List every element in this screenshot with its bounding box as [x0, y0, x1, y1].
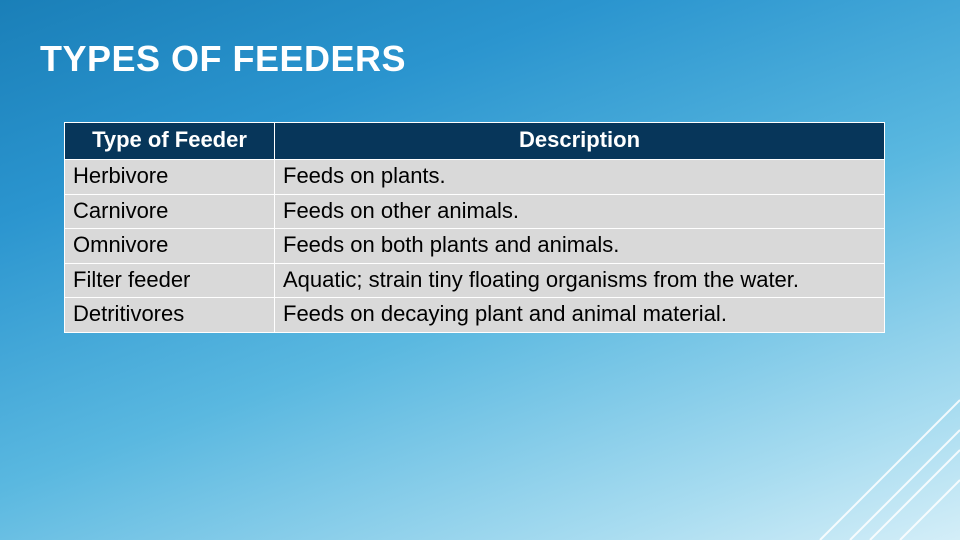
cell-type: Filter feeder — [65, 263, 275, 298]
cell-description: Feeds on both plants and animals. — [275, 229, 885, 264]
cell-type: Omnivore — [65, 229, 275, 264]
cell-type: Herbivore — [65, 160, 275, 195]
table-container: Type of Feeder Description Herbivore Fee… — [64, 122, 890, 333]
feeders-table: Type of Feeder Description Herbivore Fee… — [64, 122, 885, 333]
col-header-description: Description — [275, 123, 885, 160]
table-row: Detritivores Feeds on decaying plant and… — [65, 298, 885, 333]
cell-type: Carnivore — [65, 194, 275, 229]
table-row: Filter feeder Aquatic; strain tiny float… — [65, 263, 885, 298]
cell-description: Feeds on other animals. — [275, 194, 885, 229]
cell-description: Aquatic; strain tiny floating organisms … — [275, 263, 885, 298]
col-header-type: Type of Feeder — [65, 123, 275, 160]
table-row: Omnivore Feeds on both plants and animal… — [65, 229, 885, 264]
cell-description: Feeds on decaying plant and animal mater… — [275, 298, 885, 333]
table-row: Carnivore Feeds on other animals. — [65, 194, 885, 229]
table-header-row: Type of Feeder Description — [65, 123, 885, 160]
cell-type: Detritivores — [65, 298, 275, 333]
slide: TYPES OF FEEDERS Type of Feeder Descript… — [0, 0, 960, 540]
cell-description: Feeds on plants. — [275, 160, 885, 195]
corner-decoration — [760, 340, 960, 540]
page-title: TYPES OF FEEDERS — [40, 38, 920, 80]
table-row: Herbivore Feeds on plants. — [65, 160, 885, 195]
